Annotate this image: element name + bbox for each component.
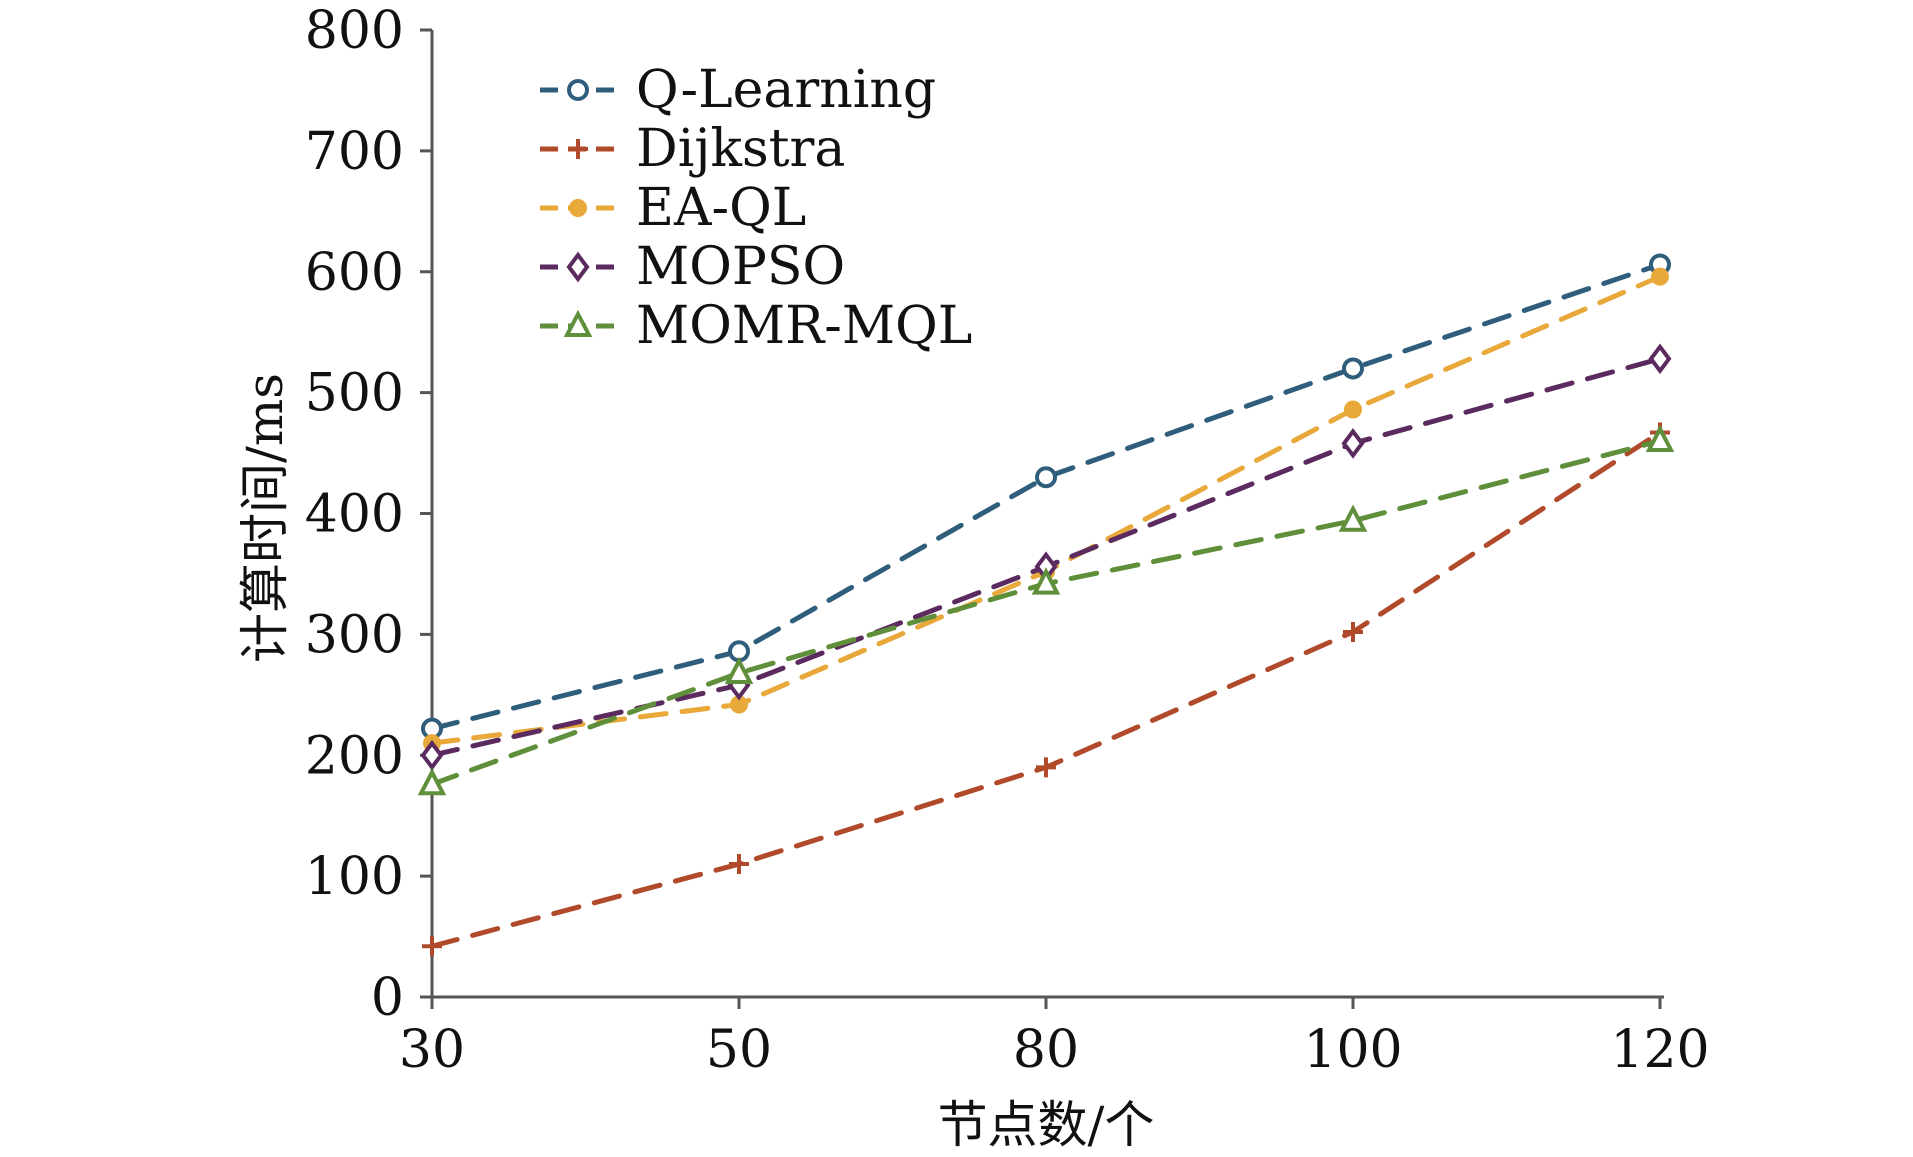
series-dijkstra <box>422 422 1670 957</box>
y-tick-label: 800 <box>305 1 404 61</box>
x-tick-label: 120 <box>1610 1020 1709 1080</box>
data-point <box>422 936 442 957</box>
data-point <box>1341 428 1365 459</box>
data-point <box>1342 357 1364 380</box>
series-line <box>429 438 1663 787</box>
chart-series <box>417 253 1675 957</box>
y-tick-label: 700 <box>305 122 404 182</box>
legend-marker <box>569 199 587 217</box>
data-point <box>1343 621 1363 642</box>
data-point <box>1651 267 1669 286</box>
legend-label: MOPSO <box>636 237 845 297</box>
y-tick-label: 400 <box>305 485 404 545</box>
legend-label: EA-QL <box>636 178 806 238</box>
y-axis-ticks: 0 100 200 300 400 500 600 700 800 <box>305 1 432 1028</box>
data-point <box>1648 343 1672 375</box>
legend-marker <box>568 139 588 159</box>
legend-item: MOMR-MQL <box>540 296 972 356</box>
series-ea-ql <box>423 267 1669 753</box>
data-point <box>1035 466 1057 489</box>
data-point <box>1338 504 1368 532</box>
legend-item: EA-QL <box>540 178 806 238</box>
legend-label: Dijkstra <box>636 119 845 179</box>
data-point <box>1344 400 1362 419</box>
y-tick-label: 0 <box>371 968 404 1028</box>
data-point <box>1645 424 1675 452</box>
legend-marker <box>567 79 589 101</box>
legend-label: MOMR-MQL <box>636 296 972 356</box>
series-line <box>429 430 1663 949</box>
legend-marker <box>563 309 593 337</box>
data-point <box>724 656 754 685</box>
data-point <box>420 739 444 771</box>
y-tick-label: 600 <box>305 243 404 303</box>
data-point <box>1031 567 1061 595</box>
legend-item: Q-Learning <box>540 60 936 120</box>
y-tick-label: 500 <box>305 364 404 424</box>
series-momr-mql <box>417 424 1675 796</box>
legend-marker <box>566 251 590 283</box>
y-tick-label: 100 <box>305 847 404 907</box>
x-tick-label: 100 <box>1303 1020 1402 1080</box>
chart-axes <box>430 30 1664 999</box>
y-axis-title: 计算时间/ms <box>236 373 294 663</box>
x-tick-label: 50 <box>706 1020 772 1080</box>
legend-item: Dijkstra <box>540 119 845 179</box>
y-tick-label: 300 <box>305 605 404 665</box>
series-line <box>429 261 1663 732</box>
data-point <box>417 767 447 796</box>
series-line <box>429 274 1663 746</box>
series-mopso <box>420 343 1672 771</box>
legend-label: Q-Learning <box>636 60 936 120</box>
legend-item: MOPSO <box>540 237 845 297</box>
x-tick-label: 80 <box>1013 1020 1079 1080</box>
x-axis-title: 节点数/个 <box>938 1096 1155 1154</box>
x-axis-ticks: 30 50 80 100 120 <box>399 997 1710 1080</box>
x-tick-label: 30 <box>399 1020 465 1080</box>
y-tick-label: 200 <box>305 726 404 786</box>
data-point <box>729 854 749 875</box>
data-point <box>1036 757 1056 778</box>
